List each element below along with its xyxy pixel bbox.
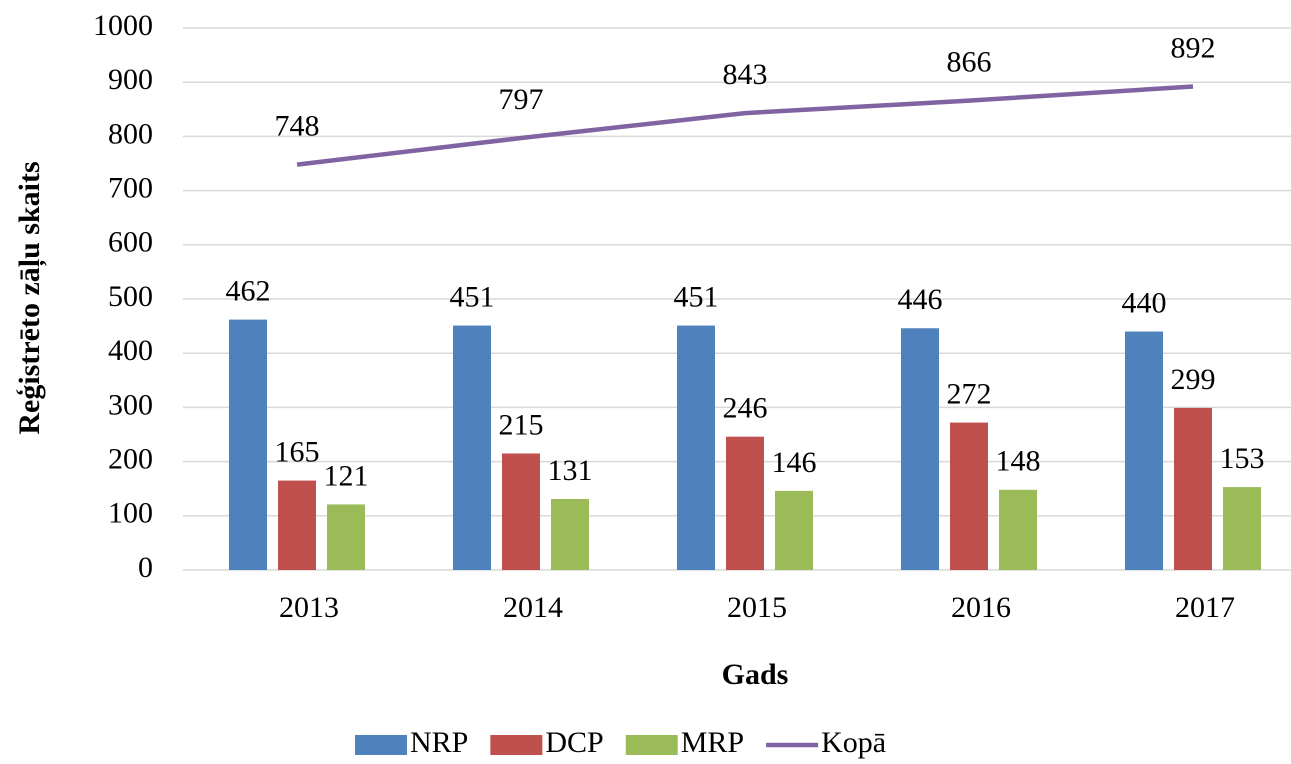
data-label: 866: [947, 46, 992, 79]
data-label: 246: [723, 392, 768, 425]
data-label: 215: [499, 408, 544, 441]
y-tick-label: 500: [108, 280, 153, 313]
y-tick-label: 0: [138, 551, 153, 584]
data-label: 451: [674, 280, 719, 313]
legend-label: MRP: [681, 726, 744, 759]
y-tick-label: 600: [108, 226, 153, 259]
data-label: 446: [898, 283, 943, 316]
legend-label: NRP: [410, 726, 468, 759]
legend-label: DCP: [545, 726, 603, 759]
data-label: 121: [324, 459, 369, 492]
data-label: 153: [1220, 442, 1265, 475]
data-label: 146: [772, 446, 817, 479]
x-tick-label: 2017: [1175, 591, 1235, 624]
x-axis-title: Gads: [722, 658, 789, 691]
bar: [502, 453, 540, 570]
data-label: 148: [996, 445, 1041, 478]
data-label: 131: [548, 454, 593, 487]
x-tick-label: 2015: [727, 591, 787, 624]
data-label: 440: [1122, 286, 1167, 319]
data-label: 797: [499, 83, 544, 116]
x-tick-label: 2013: [279, 591, 339, 624]
bar: [1223, 487, 1261, 570]
y-axis-title: Reģistrēto zāļu skaits: [13, 161, 47, 434]
y-tick-label: 300: [108, 388, 153, 421]
y-tick-label: 200: [108, 442, 153, 475]
bar: [327, 504, 365, 570]
data-label: 299: [1171, 363, 1216, 396]
x-tick-label: 2014: [503, 591, 563, 624]
bar: [453, 325, 491, 570]
bar: [1125, 331, 1163, 570]
legend-swatch: [625, 735, 678, 755]
y-tick-label: 100: [108, 497, 153, 530]
bar: [551, 498, 589, 570]
y-tick-label: 800: [108, 117, 153, 150]
y-tick-label: 400: [108, 334, 153, 367]
x-tick-label: 2016: [951, 591, 1011, 624]
bar: [999, 489, 1037, 570]
bar: [901, 328, 939, 570]
legend-swatch: [355, 735, 407, 755]
y-tick-label: 900: [108, 63, 153, 96]
y-tick-label: 1000: [93, 9, 153, 42]
data-label: 892: [1171, 31, 1216, 64]
legend-label: Kopā: [821, 726, 886, 759]
bar: [677, 325, 715, 570]
legend-swatch: [490, 735, 543, 755]
data-label: 165: [275, 435, 320, 468]
bar: [726, 436, 764, 570]
data-label: 748: [275, 109, 320, 142]
bar: [950, 422, 988, 570]
y-tick-label: 700: [108, 171, 153, 204]
bar: [229, 319, 267, 570]
bar: [775, 490, 813, 570]
bar: [278, 480, 316, 570]
data-label: 462: [226, 274, 271, 307]
data-label: 843: [723, 58, 768, 91]
line: [296, 84, 1194, 167]
data-label: 272: [947, 377, 992, 410]
data-label: 451: [450, 280, 495, 313]
bar: [1174, 407, 1212, 570]
